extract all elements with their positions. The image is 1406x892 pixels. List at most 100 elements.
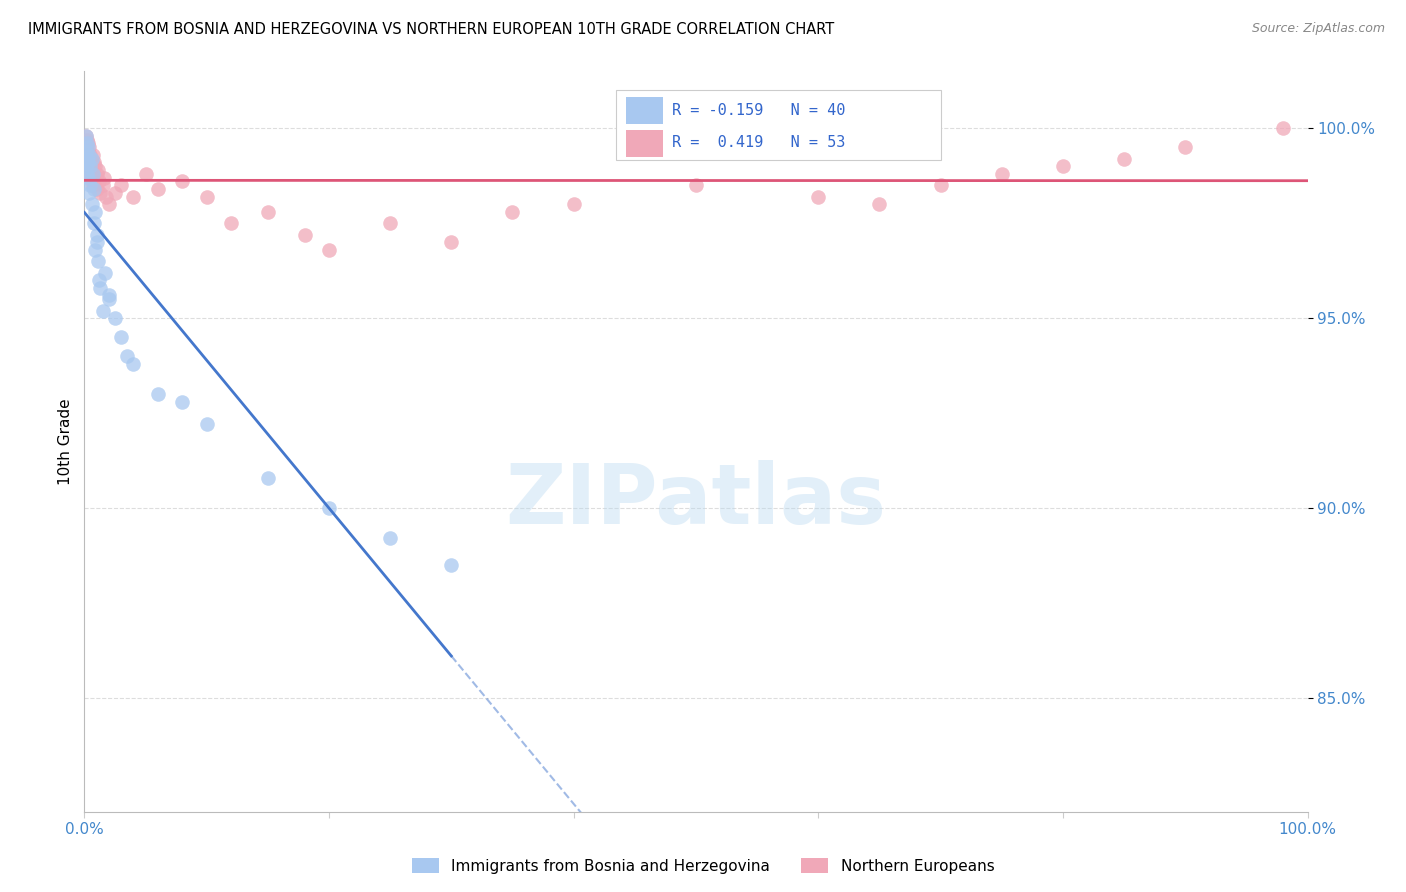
Point <box>135 167 157 181</box>
FancyBboxPatch shape <box>626 97 664 124</box>
Point <box>91 303 114 318</box>
Point <box>86 227 108 242</box>
Point <box>195 417 218 432</box>
Y-axis label: 10th Grade: 10th Grade <box>58 398 73 485</box>
Point <box>84 243 107 257</box>
Point <box>75 159 97 173</box>
Point <box>440 558 463 572</box>
Point <box>77 148 100 162</box>
Point <box>89 186 111 200</box>
Point <box>96 189 118 203</box>
Point <box>869 197 891 211</box>
Text: Source: ZipAtlas.com: Source: ZipAtlas.com <box>1251 22 1385 36</box>
Point <box>1272 121 1295 136</box>
Point <box>75 128 97 143</box>
Point <box>929 178 952 193</box>
Point <box>86 235 108 250</box>
Point <box>294 227 316 242</box>
Point <box>87 273 110 287</box>
Point <box>82 167 104 181</box>
Point <box>77 186 100 200</box>
Point <box>79 178 101 193</box>
Point <box>115 349 138 363</box>
Point <box>76 133 98 147</box>
Point <box>146 387 169 401</box>
Point <box>80 197 103 211</box>
Point <box>77 163 100 178</box>
Point <box>83 178 105 193</box>
Point <box>75 144 97 158</box>
Point <box>77 152 100 166</box>
Point <box>83 216 105 230</box>
Point <box>84 159 107 173</box>
Point <box>991 167 1014 181</box>
Point <box>83 182 105 196</box>
Point <box>77 155 100 169</box>
Point <box>122 189 145 203</box>
Point <box>104 186 127 200</box>
Point <box>257 204 280 219</box>
Point <box>86 182 108 196</box>
Point <box>84 204 107 219</box>
Point <box>77 136 100 151</box>
Point <box>80 152 103 166</box>
Point <box>93 170 115 185</box>
Point <box>219 216 242 230</box>
Point <box>87 163 110 178</box>
Point <box>76 136 98 151</box>
Point <box>318 243 340 257</box>
Point <box>79 170 101 185</box>
Point <box>76 148 98 162</box>
Point <box>82 167 104 181</box>
Point <box>77 167 100 181</box>
Point <box>79 159 101 173</box>
Point <box>77 140 100 154</box>
Point <box>94 266 117 280</box>
Point <box>75 128 97 143</box>
Point <box>380 532 402 546</box>
Point <box>97 292 120 306</box>
Point <box>195 189 218 203</box>
Text: ZIPatlas: ZIPatlas <box>506 460 886 541</box>
Point <box>87 254 110 268</box>
Point <box>87 174 110 188</box>
Point <box>91 178 114 193</box>
Point <box>76 152 98 166</box>
Point <box>122 357 145 371</box>
Point <box>80 178 103 193</box>
Point <box>440 235 463 250</box>
Point <box>79 148 101 162</box>
Point <box>75 144 97 158</box>
Point <box>146 182 169 196</box>
Legend: Immigrants from Bosnia and Herzegovina, Northern Europeans: Immigrants from Bosnia and Herzegovina, … <box>405 852 1001 880</box>
Point <box>86 167 108 181</box>
Point <box>172 394 194 409</box>
Point <box>1052 159 1074 173</box>
Point <box>110 330 132 344</box>
Point <box>77 170 100 185</box>
FancyBboxPatch shape <box>616 90 941 161</box>
Text: IMMIGRANTS FROM BOSNIA AND HERZEGOVINA VS NORTHERN EUROPEAN 10TH GRADE CORRELATI: IMMIGRANTS FROM BOSNIA AND HERZEGOVINA V… <box>28 22 834 37</box>
Point <box>1114 152 1136 166</box>
FancyBboxPatch shape <box>626 130 664 157</box>
Text: R =  0.419   N = 53: R = 0.419 N = 53 <box>672 135 845 150</box>
Point <box>685 178 707 193</box>
Point <box>75 155 97 169</box>
Point <box>97 197 120 211</box>
Point <box>80 155 103 169</box>
Point <box>83 155 105 169</box>
Point <box>97 288 120 302</box>
Point <box>1174 140 1197 154</box>
Point <box>89 281 111 295</box>
Point <box>76 159 98 173</box>
Point <box>76 167 98 181</box>
Point <box>562 197 585 211</box>
Point <box>172 174 194 188</box>
Point <box>257 470 280 484</box>
Point <box>110 178 132 193</box>
Point <box>82 148 104 162</box>
Point <box>318 500 340 515</box>
Point <box>502 204 524 219</box>
Point <box>104 311 127 326</box>
Text: R = -0.159   N = 40: R = -0.159 N = 40 <box>672 103 845 119</box>
